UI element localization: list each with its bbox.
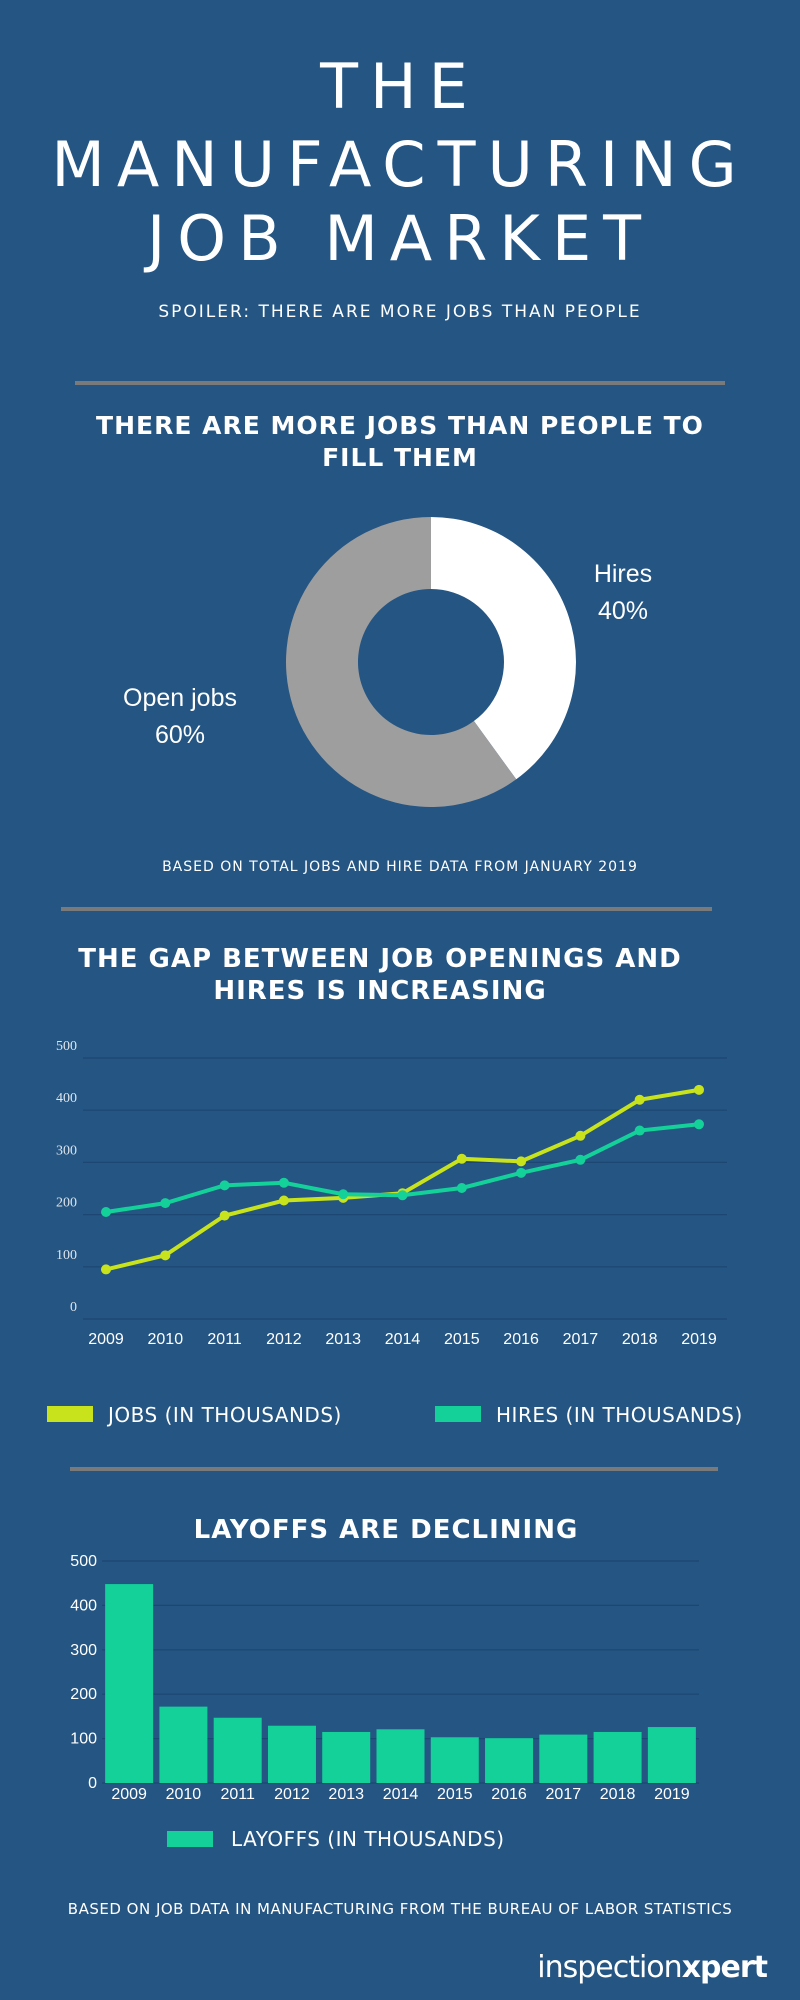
bar (430, 1737, 479, 1783)
x-tick-label: 2010 (148, 1331, 184, 1348)
point (516, 1156, 527, 1167)
point (694, 1084, 704, 1095)
title-line: MANUFACTURING (51, 128, 749, 201)
x-tick-label: 2010 (166, 1786, 202, 1803)
chart-note: BASED ON TOTAL JOBS AND HIRE DATA FROM J… (162, 859, 638, 875)
y-tick-label: 300 (56, 1143, 77, 1158)
point (634, 1094, 645, 1105)
logo-text: inspection (537, 1950, 682, 1985)
x-tick-label: 2019 (654, 1786, 690, 1803)
y-tick-label: 400 (70, 1597, 97, 1614)
point (456, 1153, 467, 1164)
legend-swatch (435, 1406, 481, 1422)
slice-label: Hires (594, 560, 652, 588)
point (278, 1195, 289, 1206)
y-tick-label: 100 (56, 1248, 77, 1263)
divider (75, 381, 725, 385)
point (634, 1125, 645, 1136)
title-line: JOB MARKET (146, 202, 654, 275)
divider (61, 907, 712, 911)
chart-title: THERE ARE MORE JOBS THAN PEOPLE TO FILL … (96, 411, 704, 472)
point (397, 1190, 408, 1201)
legend-label: HIRES (IN THOUSANDS) (496, 1403, 743, 1427)
y-tick-label: 0 (70, 1300, 77, 1315)
bar (539, 1734, 588, 1783)
point (575, 1130, 586, 1141)
point (160, 1198, 171, 1209)
x-tick-label: 2009 (88, 1331, 124, 1348)
point (456, 1182, 467, 1193)
chart-title: LAYOFFS ARE DECLINING (193, 1515, 579, 1545)
x-tick-label: 2015 (444, 1331, 480, 1348)
legend-label: LAYOFFS (IN THOUSANDS) (231, 1827, 505, 1851)
x-tick-label: 2011 (207, 1331, 242, 1348)
x-tick-label: 2018 (600, 1786, 636, 1803)
bar (593, 1731, 642, 1783)
y-tick-label: 300 (70, 1642, 97, 1659)
bar (376, 1729, 425, 1783)
x-tick-label: 2016 (491, 1786, 527, 1803)
x-tick-label: 2012 (274, 1786, 310, 1803)
point (278, 1177, 289, 1188)
bar (105, 1584, 154, 1783)
point (575, 1154, 586, 1165)
footer-note: BASED ON JOB DATA IN MANUFACTURING FROM … (67, 1900, 733, 1918)
x-tick-label: 2014 (383, 1786, 419, 1803)
x-tick-label: 2013 (328, 1786, 364, 1803)
x-tick-label: 2018 (622, 1331, 658, 1348)
bar (213, 1717, 262, 1783)
point (101, 1264, 111, 1275)
legend-swatch (47, 1406, 93, 1422)
y-tick-label: 200 (56, 1196, 77, 1211)
point (160, 1250, 171, 1261)
legend-swatch (167, 1831, 213, 1847)
pie-slice (431, 517, 576, 780)
bar (322, 1731, 371, 1783)
divider (70, 1467, 718, 1471)
bar (159, 1706, 208, 1783)
point (694, 1119, 704, 1130)
title-line: THE (320, 50, 480, 123)
line (105, 1087, 700, 1272)
x-tick-label: 2011 (220, 1786, 255, 1803)
pie-slice (286, 516, 517, 807)
point (219, 1210, 230, 1221)
point (101, 1206, 111, 1217)
slice-label: Open jobs (123, 684, 237, 712)
x-tick-label: 2016 (503, 1331, 539, 1348)
slice-value: 60% (155, 721, 205, 749)
bar (485, 1738, 534, 1783)
point (338, 1189, 349, 1200)
logo: inspectionxpert (537, 1950, 768, 1985)
x-tick-label: 2017 (563, 1331, 599, 1348)
y-tick-label: 0 (88, 1775, 97, 1792)
y-tick-label: 500 (70, 1553, 97, 1570)
y-tick-label: 400 (56, 1091, 77, 1106)
x-tick-label: 2014 (385, 1331, 421, 1348)
slice-value: 40% (598, 597, 648, 625)
point (219, 1180, 230, 1191)
legend-label: JOBS (IN THOUSANDS) (106, 1403, 342, 1427)
logo-text: xpert (681, 1950, 768, 1985)
point (516, 1167, 527, 1178)
y-tick-label: 100 (70, 1731, 97, 1748)
chart-title: THE GAP BETWEEN JOB OPENINGS AND HIRES I… (78, 944, 682, 1006)
x-tick-label: 2015 (437, 1786, 473, 1803)
y-tick-label: 200 (70, 1686, 97, 1703)
x-tick-label: 2009 (111, 1786, 147, 1803)
x-tick-label: 2017 (546, 1786, 582, 1803)
x-tick-label: 2012 (266, 1331, 302, 1348)
x-tick-label: 2013 (325, 1331, 361, 1348)
bar (647, 1727, 696, 1783)
x-tick-label: 2019 (681, 1331, 717, 1348)
y-tick-label: 500 (56, 1039, 77, 1054)
subtitle: SPOILER: THERE ARE MORE JOBS THAN PEOPLE (158, 302, 642, 322)
bar (267, 1725, 316, 1783)
